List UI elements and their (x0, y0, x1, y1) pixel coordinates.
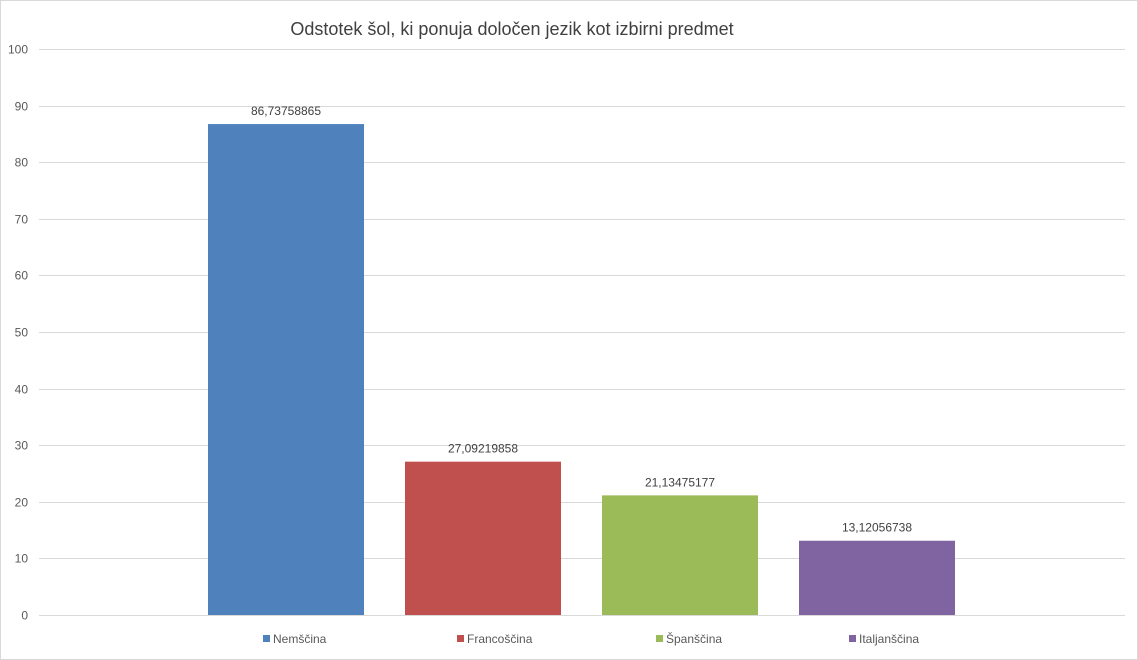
y-axis-tick-labels: 0 10 20 30 40 50 60 70 80 90 100 (8, 43, 28, 623)
y-tick-label: 10 (15, 552, 29, 566)
legend-swatch (457, 635, 464, 642)
y-tick-label: 40 (15, 383, 29, 397)
legend-label: Španščina (666, 631, 722, 646)
bar-francoščina (405, 461, 561, 615)
data-label: 27,09219858 (448, 442, 518, 456)
legend-label: Italjanščina (859, 632, 919, 646)
y-tick-label: 50 (15, 326, 29, 340)
bar-španščina (602, 495, 758, 615)
chart-title: Odstotek šol, ki ponuja določen jezik ko… (290, 19, 733, 39)
data-label: 21,13475177 (645, 475, 715, 489)
y-tick-label: 100 (8, 43, 28, 57)
data-label: 13,12056738 (842, 521, 912, 535)
legend-label: Francoščina (467, 632, 533, 646)
legend-swatch (849, 635, 856, 642)
bar-italjanščina (799, 540, 955, 615)
y-tick-label: 30 (15, 439, 29, 453)
legend: Nemščina Francoščina Španščina Italjanščina (263, 631, 919, 646)
data-label: 86,73758865 (251, 104, 321, 118)
legend-swatch (656, 635, 663, 642)
y-tick-label: 90 (15, 100, 29, 114)
bar-nemščina (208, 124, 364, 615)
y-tick-label: 20 (15, 496, 29, 510)
y-tick-label: 60 (15, 269, 29, 283)
y-tick-label: 0 (21, 609, 28, 623)
bars (208, 124, 955, 615)
gridlines (39, 49, 1125, 616)
y-tick-label: 70 (15, 213, 29, 227)
legend-swatch (263, 635, 270, 642)
data-labels: 86,73758865 27,09219858 21,13475177 13,1205… (251, 104, 912, 535)
legend-label: Nemščina (273, 632, 327, 646)
y-tick-label: 80 (15, 156, 29, 170)
